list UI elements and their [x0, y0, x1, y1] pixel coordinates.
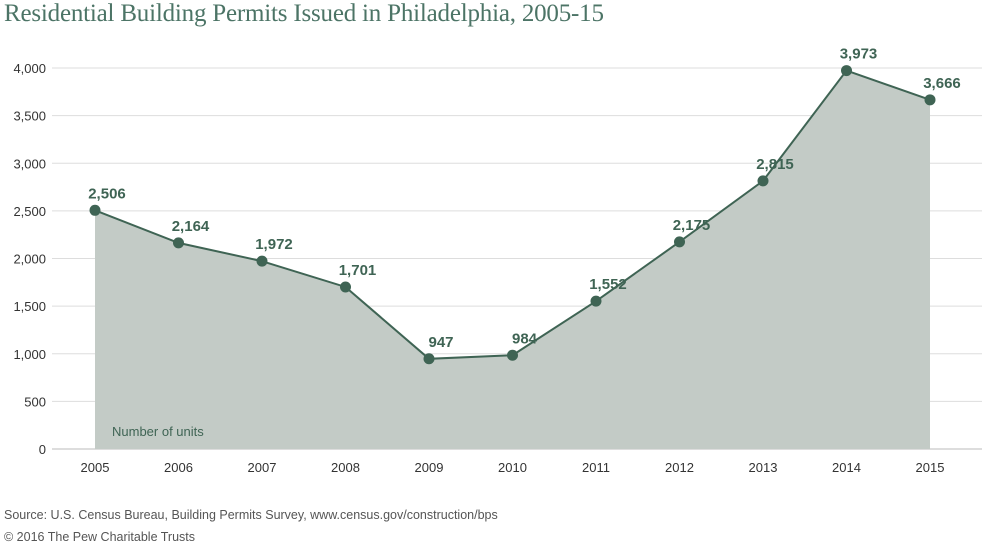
- y-axis-ticks: 0 500 1,000 1,500 2,000 2,500 3,000 3,500 4,000: [13, 61, 46, 457]
- source-note: Source: U.S. Census Bureau, Building Per…: [4, 508, 498, 522]
- y-tick-label: 1,500: [13, 299, 46, 314]
- chart-title: Residential Building Permits Issued in P…: [4, 0, 604, 27]
- y-tick-label: 4,000: [13, 61, 46, 76]
- data-label: 1,972: [255, 236, 293, 253]
- y-tick-label: 2,000: [13, 252, 46, 267]
- x-axis-ticks: 2005 2006 2007 2008 2009 2010 2011 2012 2013 2014…: [81, 460, 945, 475]
- copyright-note: © 2016 The Pew Charitable Trusts: [4, 530, 196, 544]
- area-chart: 2,506 2,164 1,972 1,701 947 984 1,552 2,175 2,81…: [13, 46, 982, 475]
- x-tick-label: 2006: [164, 460, 193, 475]
- data-point: [507, 349, 518, 361]
- area: [95, 70, 930, 449]
- y-tick-label: 0: [39, 442, 46, 457]
- data-point: [757, 175, 769, 187]
- series-label: Number of units: [112, 424, 204, 439]
- x-tick-label: 2011: [582, 460, 610, 475]
- x-tick-label: 2013: [749, 460, 778, 475]
- data-labels: 2,506 2,164 1,972 1,701 947 984 1,552 2,175 2,81…: [88, 46, 961, 351]
- data-label: 984: [512, 330, 538, 347]
- data-point: [256, 255, 268, 267]
- y-tick-label: 3,000: [13, 156, 46, 171]
- data-point: [340, 281, 351, 293]
- data-label: 1,552: [589, 276, 627, 293]
- x-tick-label: 2005: [81, 460, 110, 475]
- area-fill: [95, 70, 930, 449]
- data-point: [674, 236, 685, 248]
- data-label: 2,815: [756, 156, 794, 173]
- data-label: 2,175: [673, 217, 711, 234]
- data-point: [423, 353, 435, 365]
- x-tick-label: 2012: [665, 460, 694, 475]
- data-label: 947: [428, 334, 453, 351]
- data-point: [590, 295, 602, 307]
- data-point: [89, 204, 101, 216]
- data-label: 3,973: [840, 46, 878, 63]
- data-label: 3,666: [923, 75, 961, 92]
- data-point: [924, 94, 936, 106]
- data-label: 2,506: [88, 185, 126, 202]
- data-points: [89, 65, 936, 365]
- y-tick-label: 500: [24, 394, 46, 409]
- x-tick-label: 2015: [916, 460, 945, 475]
- x-tick-label: 2009: [415, 460, 444, 475]
- data-point: [173, 237, 184, 249]
- y-tick-label: 3,500: [13, 109, 46, 124]
- x-tick-label: 2007: [248, 460, 277, 475]
- data-point: [841, 65, 852, 77]
- x-tick-label: 2010: [498, 460, 527, 475]
- data-label: 1,701: [339, 262, 377, 279]
- x-tick-label: 2014: [832, 460, 861, 475]
- x-tick-label: 2008: [331, 460, 360, 475]
- y-tick-label: 1,000: [13, 347, 46, 362]
- data-label: 2,164: [172, 218, 210, 235]
- y-tick-label: 2,500: [13, 204, 46, 219]
